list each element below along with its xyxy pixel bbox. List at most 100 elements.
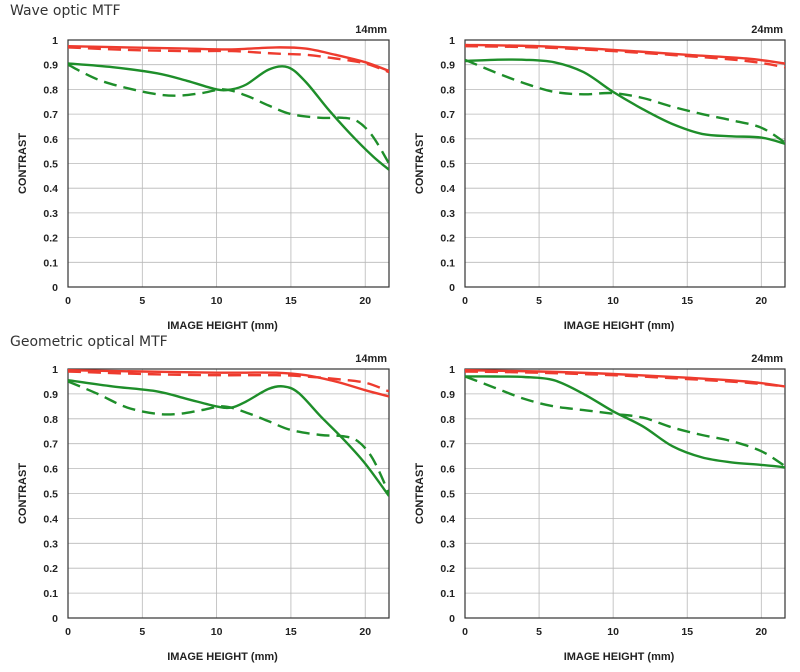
y-tick-label: 0.5 [440, 489, 455, 501]
y-tick-label: 0.8 [43, 84, 58, 96]
green-solid-mtf-curve [68, 62, 389, 171]
y-tick-label: 0.3 [43, 538, 58, 550]
y-tick-label: 0.8 [440, 84, 455, 96]
y-tick-label: 0.7 [43, 109, 58, 121]
x-tick-label: 20 [359, 626, 371, 638]
y-tick-label: 0.8 [440, 414, 455, 426]
y-tick-label: 0.4 [43, 513, 58, 525]
y-tick-label: 1 [449, 35, 455, 47]
x-tick-label: 15 [681, 626, 693, 638]
x-tick-label: 10 [607, 295, 619, 307]
x-tick-label: 5 [139, 295, 145, 307]
mtf-chart-1: 00.10.20.30.40.50.60.70.80.910 5 10 15 2024m… [414, 24, 786, 332]
green-dashed-mtf-curve [465, 58, 785, 144]
y-tick-label: 0.1 [440, 257, 455, 269]
red-solid-mtf-curve [68, 369, 389, 398]
y-tick-label: 0.9 [43, 389, 58, 401]
plot-frame [464, 368, 786, 619]
focal-length-label: 14mm [355, 24, 387, 36]
y-axis-title: CONTRAST [414, 133, 426, 194]
y-tick-label: 0.2 [440, 563, 455, 575]
y-axis-title: CONTRAST [17, 463, 29, 524]
y-tick-label: 0.3 [440, 208, 455, 220]
x-tick-label: 15 [285, 295, 297, 307]
y-axis-title: CONTRAST [17, 133, 29, 194]
x-axis-title: IMAGE HEIGHT (mm) [167, 651, 278, 663]
x-tick-label: 15 [285, 626, 297, 638]
green-dashed-mtf-curve [68, 63, 389, 165]
section-title-geometric: Geometric optical MTF [10, 334, 168, 350]
x-tick-label: 0 [65, 626, 71, 638]
y-tick-label: 0.4 [43, 183, 58, 195]
y-tick-label: 0 [449, 613, 455, 625]
y-tick-label: 0.9 [440, 389, 455, 401]
x-tick-label: 20 [755, 626, 767, 638]
focal-length-label: 14mm [355, 353, 387, 365]
y-tick-label: 0.6 [43, 464, 58, 476]
green-dashed-mtf-curve [68, 380, 389, 495]
x-tick-label: 20 [755, 295, 767, 307]
y-tick-label: 1 [449, 364, 455, 376]
x-tick-label: 15 [681, 295, 693, 307]
y-tick-label: 0.4 [440, 183, 455, 195]
red-solid-mtf-curve [68, 45, 389, 73]
y-tick-label: 0.7 [43, 439, 58, 451]
x-axis-title: IMAGE HEIGHT (mm) [167, 320, 278, 332]
x-tick-label: 0 [65, 295, 71, 307]
x-tick-label: 10 [211, 295, 223, 307]
mtf-chart-2: 00.10.20.30.40.50.60.70.80.910 5 10 15 2014m… [17, 353, 390, 663]
plot-frame [67, 39, 390, 288]
mtf-chart-3: 00.10.20.30.40.50.60.70.80.910 5 10 15 2024m… [414, 353, 786, 663]
focal-length-label: 24mm [751, 353, 783, 365]
y-tick-label: 0 [449, 282, 455, 294]
y-tick-label: 0.7 [440, 109, 455, 121]
red-solid-mtf-curve [465, 43, 785, 65]
y-tick-label: 0.2 [440, 233, 455, 245]
x-tick-label: 5 [139, 626, 145, 638]
y-tick-label: 0.3 [440, 538, 455, 550]
y-tick-label: 0.9 [43, 60, 58, 72]
x-axis-title: IMAGE HEIGHT (mm) [564, 651, 675, 663]
x-tick-label: 10 [607, 626, 619, 638]
section-title-wave: Wave optic MTF [10, 3, 121, 19]
x-tick-label: 5 [536, 626, 542, 638]
red-dashed-mtf-curve [68, 46, 389, 74]
x-tick-label: 5 [536, 295, 542, 307]
green-solid-mtf-curve [465, 375, 785, 469]
green-dashed-mtf-curve [465, 375, 785, 468]
y-tick-label: 0.6 [440, 134, 455, 146]
x-tick-label: 10 [211, 626, 223, 638]
red-dashed-mtf-curve [465, 45, 785, 69]
red-dashed-mtf-curve [465, 370, 785, 388]
green-solid-mtf-curve [465, 58, 785, 145]
plot-frame [464, 39, 786, 288]
y-tick-label: 0.2 [43, 563, 58, 575]
x-tick-label: 20 [359, 295, 371, 307]
y-tick-label: 0.6 [440, 464, 455, 476]
x-axis-title: IMAGE HEIGHT (mm) [564, 320, 675, 332]
y-tick-label: 1 [52, 35, 58, 47]
green-solid-mtf-curve [68, 379, 389, 497]
y-tick-label: 0 [52, 282, 58, 294]
y-tick-label: 0.4 [440, 513, 455, 525]
x-tick-label: 0 [462, 295, 468, 307]
red-dashed-mtf-curve [68, 370, 389, 393]
y-tick-label: 0.1 [43, 588, 58, 600]
x-tick-label: 0 [462, 626, 468, 638]
y-tick-label: 0.8 [43, 414, 58, 426]
y-tick-label: 0.9 [440, 60, 455, 72]
mtf-chart-0: 00.10.20.30.40.50.60.70.80.910 5 10 15 2014m… [17, 24, 390, 332]
y-axis-title: CONTRAST [414, 463, 426, 524]
y-tick-label: 0.6 [43, 134, 58, 146]
y-tick-label: 0.5 [440, 159, 455, 171]
focal-length-label: 24mm [751, 24, 783, 36]
y-tick-label: 1 [52, 364, 58, 376]
y-tick-label: 0.5 [43, 489, 58, 501]
y-tick-label: 0.1 [43, 257, 58, 269]
y-tick-label: 0.3 [43, 208, 58, 220]
y-tick-label: 0.5 [43, 159, 58, 171]
y-tick-label: 0 [52, 613, 58, 625]
y-tick-label: 0.1 [440, 588, 455, 600]
y-tick-label: 0.2 [43, 233, 58, 245]
